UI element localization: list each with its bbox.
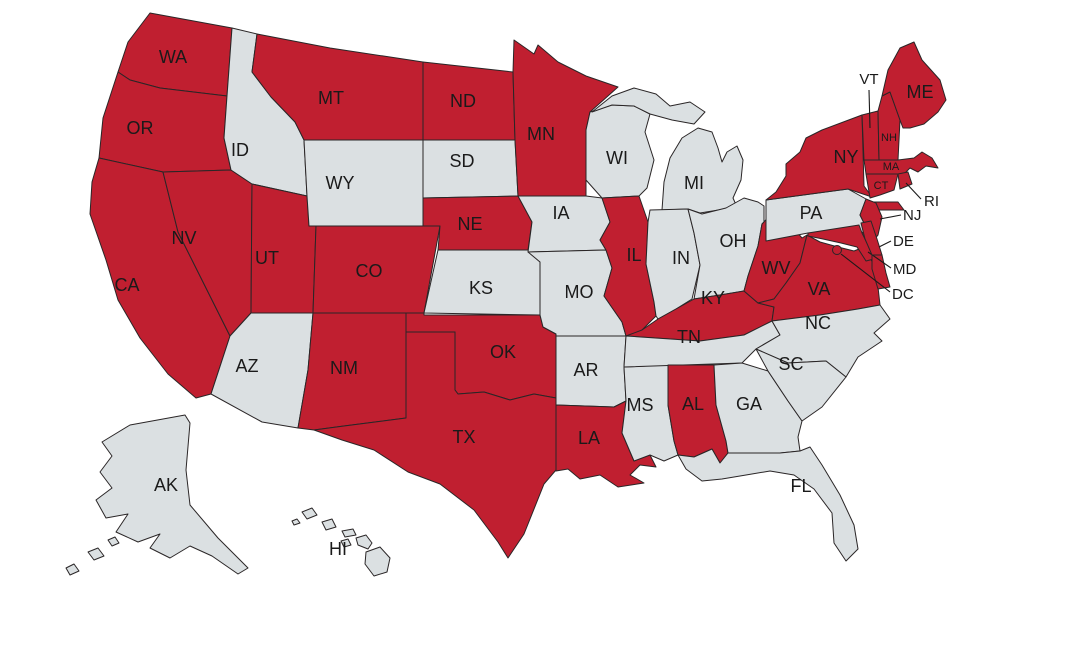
dc-marker[interactable]: [832, 245, 842, 255]
state-HI[interactable]: [321, 518, 337, 531]
state-group-FL: FL: [677, 446, 859, 562]
state-NY[interactable]: [765, 114, 873, 201]
state-group-KS: KS: [423, 249, 541, 316]
state-label-DE: DE: [893, 233, 914, 250]
callout-line-RI: [905, 182, 922, 200]
state-MD[interactable]: [807, 224, 875, 262]
state-CO[interactable]: [312, 225, 441, 314]
state-group-NM: NM: [297, 312, 407, 431]
state-group-MI: MI: [591, 87, 744, 214]
state-group-IA: IA: [517, 195, 611, 253]
state-FL[interactable]: [677, 446, 859, 562]
state-TX[interactable]: [313, 331, 559, 559]
state-KS[interactable]: [423, 249, 541, 316]
state-HI[interactable]: [364, 546, 391, 577]
state-label-DC: DC: [892, 286, 914, 303]
state-ND[interactable]: [422, 61, 516, 141]
state-MI[interactable]: [591, 87, 706, 125]
state-GA[interactable]: [713, 362, 803, 454]
state-HI[interactable]: [301, 507, 318, 520]
state-AR[interactable]: [555, 335, 627, 408]
state-group-CT: CT: [865, 173, 899, 199]
callout-line-VT: [868, 89, 871, 129]
state-label-MD: MD: [893, 261, 916, 278]
state-group-UT: UT: [250, 183, 317, 314]
state-HI[interactable]: [340, 538, 352, 548]
callout-line-NJ: [879, 214, 902, 220]
state-AK[interactable]: [95, 414, 249, 575]
state-group-CO: CO: [312, 225, 441, 314]
state-group-AK: AK: [65, 414, 249, 576]
state-group-WI: WI: [585, 104, 655, 199]
state-HI[interactable]: [291, 518, 301, 526]
state-UT[interactable]: [250, 183, 317, 314]
state-NM[interactable]: [297, 312, 407, 431]
state-group-NE: NE: [422, 195, 533, 251]
state-group-SD: SD: [422, 139, 519, 199]
state-label-VT: VT: [859, 71, 878, 88]
state-group-ND: ND: [422, 61, 516, 141]
state-RI[interactable]: [897, 171, 913, 190]
state-AK[interactable]: [107, 536, 120, 547]
state-CT[interactable]: [865, 173, 899, 199]
state-group-WY: WY: [303, 139, 424, 227]
state-WY[interactable]: [303, 139, 424, 227]
state-HI[interactable]: [355, 534, 373, 550]
state-WI[interactable]: [585, 104, 655, 199]
state-AK[interactable]: [87, 547, 105, 561]
callout-line-DC: [840, 253, 891, 293]
state-ME[interactable]: [881, 41, 947, 129]
state-SD[interactable]: [422, 139, 519, 199]
state-VT[interactable]: [861, 110, 880, 161]
state-label-RI: RI: [924, 193, 939, 210]
state-IA[interactable]: [517, 195, 611, 253]
callout-line-DE: [878, 240, 892, 248]
state-DE[interactable]: [860, 220, 883, 256]
state-group-RI: RI: [897, 171, 939, 210]
state-label-NJ: NJ: [903, 207, 921, 224]
state-HI[interactable]: [341, 528, 357, 538]
state-NE[interactable]: [422, 195, 533, 251]
state-group-HI: HI: [291, 507, 391, 577]
state-group-AR: AR: [555, 335, 627, 408]
state-AK[interactable]: [65, 563, 80, 576]
state-SC[interactable]: [755, 348, 847, 422]
state-MI[interactable]: [661, 127, 744, 214]
